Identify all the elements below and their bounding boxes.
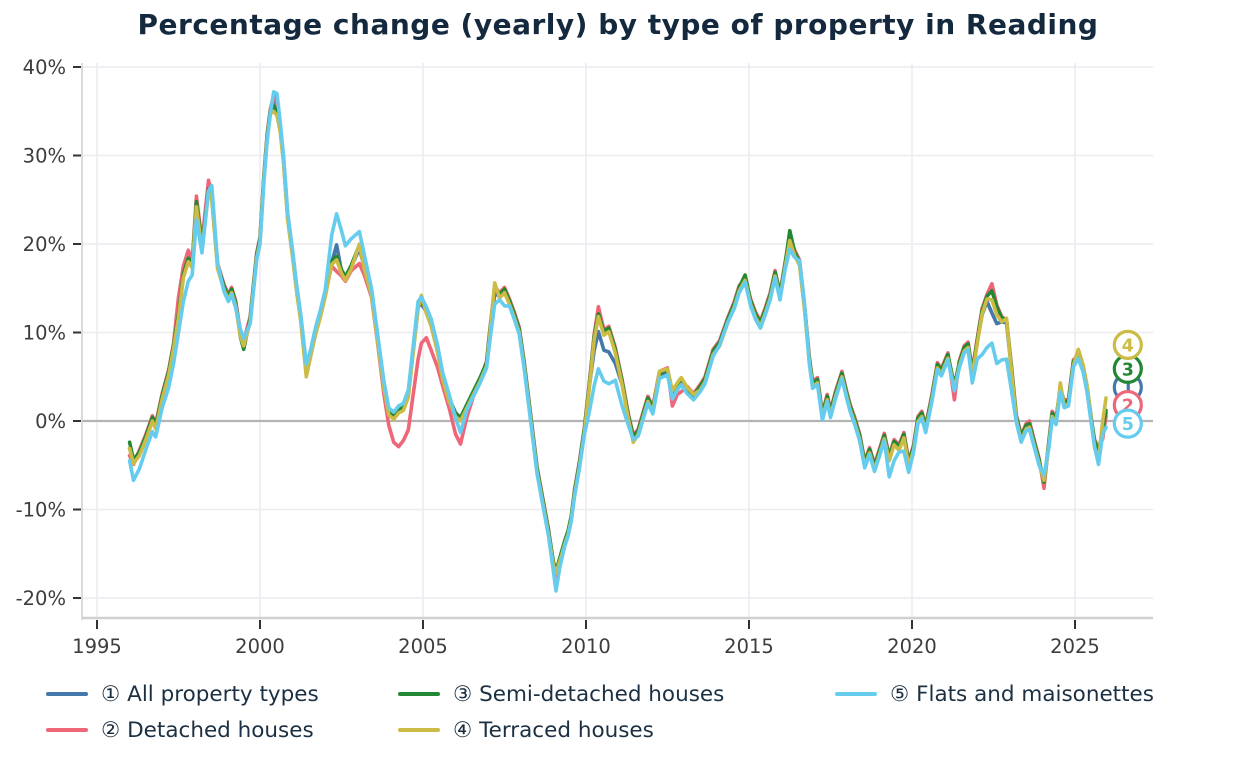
y-tick-label: 0% xyxy=(35,410,66,433)
x-tick-label: 2000 xyxy=(235,635,285,658)
legend-label-4: ④ Terraced houses xyxy=(453,717,654,743)
y-axis: -20% -10% 0% 10% 20% 30% 40% xyxy=(16,56,81,610)
y-tick-label: -20% xyxy=(16,587,66,610)
y-tick-label: 30% xyxy=(23,145,66,168)
x-tick-label: 1995 xyxy=(72,635,122,658)
legend-item-1[interactable]: ① All property types xyxy=(46,676,398,712)
legend-item-2[interactable]: ② Detached houses xyxy=(46,712,398,748)
x-axis: 1995 2000 2005 2010 2015 2020 2025 xyxy=(72,620,1100,658)
end-badge-digit: 3 xyxy=(1122,360,1134,380)
end-badge-digit: 5 xyxy=(1122,415,1134,435)
legend-swatch-5 xyxy=(835,692,877,696)
legend-item-4[interactable]: ④ Terraced houses xyxy=(398,712,835,748)
y-tick-label: 20% xyxy=(23,233,66,256)
chart-legend: ① All property types ② Detached houses ③ S… xyxy=(46,676,1154,748)
series-line-4[interactable] xyxy=(127,109,1108,575)
legend-item-3[interactable]: ③ Semi-detached houses xyxy=(398,676,835,712)
legend-swatch-1 xyxy=(46,692,88,696)
legend-label-3: ③ Semi-detached houses xyxy=(453,681,725,707)
legend-swatch-4 xyxy=(398,728,440,732)
legend-swatch-2 xyxy=(46,728,88,732)
y-tick-label: 10% xyxy=(23,322,66,345)
x-tick-label: 2005 xyxy=(398,635,448,658)
series-line-1[interactable] xyxy=(127,98,1108,575)
series-line-5[interactable] xyxy=(127,90,1108,593)
legend-swatch-3 xyxy=(398,692,440,696)
legend-label-2: ② Detached houses xyxy=(101,717,314,743)
x-tick-label: 2020 xyxy=(887,635,937,658)
legend-label-5: ⑤ Flats and maisonettes xyxy=(890,681,1154,707)
chart-title: Percentage change (yearly) by type of pr… xyxy=(137,8,1099,41)
end-badge-digit: 4 xyxy=(1122,336,1134,356)
legend-item-5[interactable]: ⑤ Flats and maisonettes xyxy=(835,676,1154,712)
series-lines xyxy=(127,90,1108,593)
x-tick-label: 2015 xyxy=(724,635,774,658)
x-tick-label: 2010 xyxy=(561,635,611,658)
end-badge-4[interactable]: 4 xyxy=(1112,329,1143,360)
end-badge-5[interactable]: 5 xyxy=(1112,408,1143,439)
x-tick-label: 2025 xyxy=(1050,635,1100,658)
y-tick-label: 40% xyxy=(23,56,66,79)
series-line-2[interactable] xyxy=(127,93,1108,581)
series-line-3[interactable] xyxy=(127,104,1108,574)
y-tick-label: -10% xyxy=(16,499,66,522)
legend-label-1: ① All property types xyxy=(101,681,319,707)
